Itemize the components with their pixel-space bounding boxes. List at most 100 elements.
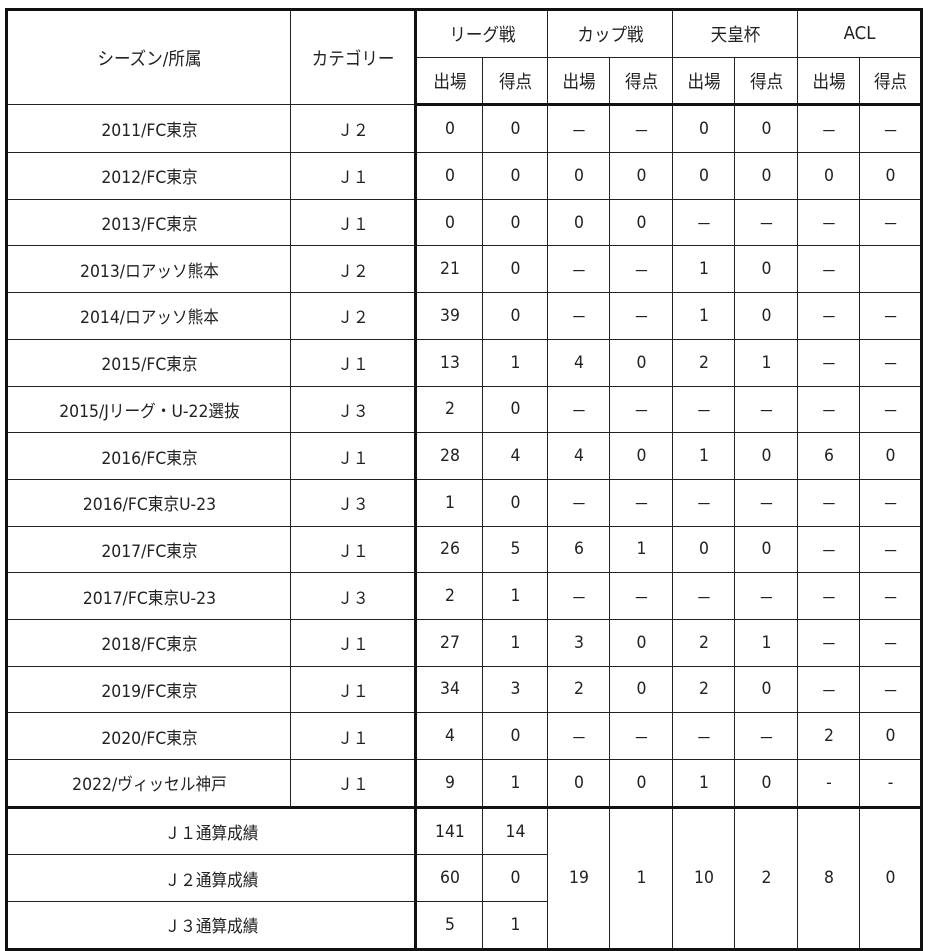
apps-cell: 27 (417, 618, 481, 667)
season-cell: 2022/ヴィッセル神戸 (17, 759, 280, 809)
table-row: 2013/FC東京 Ｊ１ 0 0 0 0 －－－－ (7, 198, 922, 247)
goals-cell: 0 (736, 152, 796, 200)
category-cell: Ｊ１ (295, 525, 412, 574)
goals-cell: - (861, 759, 920, 809)
apps-cell: － (799, 104, 858, 154)
goals-cell: 0 (484, 292, 546, 340)
totals-row: Ｊ１通算成績 141 14 19 1 10 2 8 0 (7, 806, 922, 950)
goals-cell: 0 (484, 385, 546, 434)
table-row: 2018/FC東京 Ｊ１ 27 1 3 0 2 1 －－ (7, 618, 922, 667)
apps-cell: 39 (417, 292, 481, 340)
season-cell: 2020/FC東京 (17, 712, 280, 760)
apps-cell: － (549, 292, 608, 340)
goals-cell: － (861, 104, 920, 154)
apps-cell: － (799, 198, 858, 247)
category-cell: Ｊ１ (295, 432, 412, 480)
goals-cell: 1 (736, 338, 796, 387)
category-cell: Ｊ１ (295, 759, 412, 809)
apps-cell: 2 (417, 385, 481, 434)
header-apps: 出場 (549, 56, 608, 107)
apps-cell: － (799, 478, 858, 527)
table-row: 2012/FC東京 Ｊ１ 0 0 0 0 0 0 0 0 (7, 152, 922, 200)
league-apps-total: 141 (417, 806, 481, 856)
goals-cell: 0 (736, 432, 796, 480)
goals-cell: － (736, 572, 796, 620)
goals-cell: 0 (611, 198, 671, 247)
goals-cell: 0 (484, 198, 546, 247)
category-cell: Ｊ２ (295, 245, 412, 294)
apps-cell: － (674, 198, 733, 247)
goals-cell: 3 (484, 665, 546, 714)
goals-cell: － (861, 525, 920, 574)
table-row: 2013/ロアッソ熊本 Ｊ２ 21 0 －－ 1 0 － (7, 245, 922, 294)
table-row: 2017/FC東京 Ｊ１ 26 5 6 1 0 0 －－ (7, 525, 922, 574)
apps-total: 19 (549, 806, 608, 950)
apps-cell: 0 (799, 152, 858, 200)
season-cell: 2015/Jリーグ・U-22選抜 (17, 385, 280, 434)
goals-cell: 0 (611, 432, 671, 480)
apps-cell: 4 (549, 338, 608, 387)
apps-cell: 0 (549, 152, 608, 200)
league-goals-total: 0 (484, 854, 546, 903)
category-cell: Ｊ２ (295, 292, 412, 340)
apps-cell: 1 (417, 478, 481, 527)
category-cell: Ｊ３ (295, 572, 412, 620)
goals-cell: － (611, 104, 671, 154)
apps-cell: － (549, 712, 608, 760)
apps-cell: 26 (417, 525, 481, 574)
goals-cell: － (861, 292, 920, 340)
header-apps: 出場 (417, 56, 481, 107)
goals-cell: － (611, 385, 671, 434)
apps-total: 10 (674, 806, 733, 950)
goals-cell: 0 (736, 104, 796, 154)
apps-cell: 0 (549, 759, 608, 809)
goals-cell: － (736, 198, 796, 247)
goals-cell: 0 (611, 338, 671, 387)
goals-cell: 1 (611, 525, 671, 574)
goals-cell: 1 (484, 338, 546, 387)
goals-cell: 0 (611, 618, 671, 667)
apps-cell: － (799, 385, 858, 434)
header-cup: カップ戦 (552, 9, 668, 58)
season-cell: 2014/ロアッソ熊本 (17, 292, 280, 340)
category-cell: Ｊ１ (295, 712, 412, 760)
goals-cell: － (736, 385, 796, 434)
apps-cell: 2 (674, 665, 733, 714)
totals-row: Ｊ２通算成績 60 0 (7, 854, 922, 903)
season-cell: 2017/FC東京U-23 (17, 572, 280, 620)
totals-label: Ｊ２通算成績 (22, 854, 401, 903)
goals-cell: 0 (484, 478, 546, 527)
goals-cell: 4 (484, 432, 546, 480)
apps-cell: 0 (674, 525, 733, 574)
apps-cell: 0 (417, 152, 481, 200)
category-cell: Ｊ１ (295, 338, 412, 387)
apps-cell: － (674, 478, 733, 527)
apps-cell: 9 (417, 759, 481, 809)
apps-cell: 0 (417, 198, 481, 247)
totals-label: Ｊ３通算成績 (22, 901, 401, 950)
apps-cell: 1 (674, 432, 733, 480)
header-goals: 得点 (611, 56, 671, 107)
goals-cell: 1 (484, 618, 546, 667)
apps-cell: 6 (549, 525, 608, 574)
header-goals: 得点 (484, 56, 546, 107)
goals-cell: － (611, 712, 671, 760)
apps-cell: 0 (674, 152, 733, 200)
apps-cell: － (674, 572, 733, 620)
header-goals: 得点 (861, 56, 920, 107)
apps-cell: 2 (799, 712, 858, 760)
table-row: 2015/Jリーグ・U-22選抜 Ｊ３ 2 0 －－－－－－ (7, 385, 922, 434)
goals-cell: 0 (861, 152, 920, 200)
goals-cell: 0 (484, 712, 546, 760)
table-row: 2020/FC東京 Ｊ１ 4 0 －－－－ 2 0 (7, 712, 922, 760)
header-apps: 出場 (674, 56, 733, 107)
league-goals-total: 14 (484, 806, 546, 856)
apps-cell: 4 (549, 432, 608, 480)
apps-cell: － (799, 618, 858, 667)
totals-label: Ｊ１通算成績 (22, 806, 401, 856)
apps-cell: － (674, 385, 733, 434)
goals-cell: － (736, 478, 796, 527)
table-row: 2011/FC東京 Ｊ２ 0 0 －－ 0 0 －－ (7, 104, 922, 154)
category-cell: Ｊ３ (295, 385, 412, 434)
apps-cell: － (549, 104, 608, 154)
